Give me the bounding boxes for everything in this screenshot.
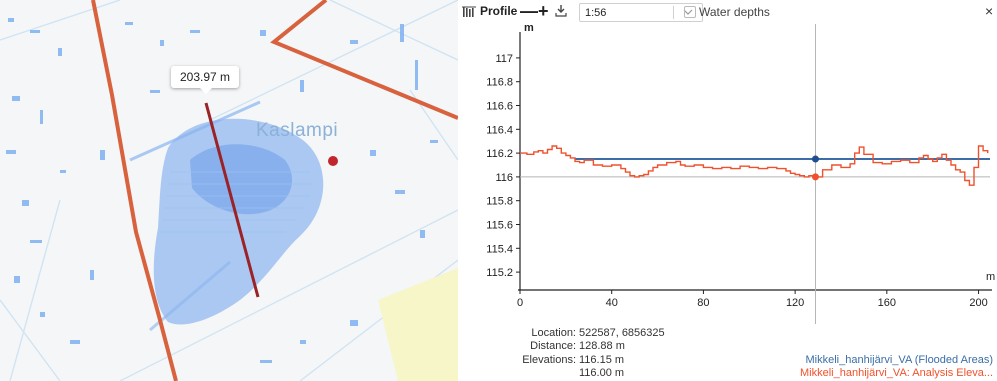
map-water-speckles [6, 18, 438, 363]
scale-separator [673, 6, 674, 19]
y-tick-label: 115.6 [486, 220, 513, 232]
zoom-in-button[interactable]: + [538, 1, 549, 21]
road-line [91, 0, 178, 381]
distance-label: Distance: [530, 340, 576, 352]
legend-analysis-elevation: Mikkeli_hanhijärvi_VA: Analysis Eleva... [800, 367, 993, 379]
scale-dropdown[interactable]: 1:56 [579, 3, 703, 22]
y-tick-label: 116.4 [486, 124, 513, 136]
map-canvas[interactable] [0, 0, 458, 381]
zoom-out-button[interactable]: — [520, 1, 538, 21]
y-axis-unit: m [524, 22, 534, 34]
elevation-value-2: 116.00 m [579, 367, 625, 379]
elevation-value-1: 116.15 m [579, 354, 625, 366]
profile-panel: Profile — + 1:56 Water depths × 115.2 115… [458, 0, 997, 381]
x-tick-label: 200 [969, 297, 987, 309]
legend-flooded-areas: Mikkeli_hanhijärvi_VA (Flooded Areas) [805, 354, 994, 366]
road-line-2 [270, 0, 458, 120]
location-value: 522587, 6856325 [579, 327, 665, 339]
location-marker[interactable] [328, 156, 338, 166]
y-tick-label: 116.6 [486, 101, 513, 113]
close-icon[interactable]: × [985, 3, 994, 19]
x-tick-label: 40 [606, 297, 618, 309]
distance-tooltip: 203.97 m [171, 66, 239, 94]
y-tick-label: 116.8 [486, 77, 513, 89]
water-depths-label[interactable]: Water depths [699, 5, 770, 19]
y-tick-label: 116 [495, 172, 513, 184]
stream-line [129, 100, 261, 162]
stream-line-2 [149, 260, 231, 332]
map-yellow-area [378, 268, 458, 381]
map-field-lines [0, 0, 458, 381]
y-tick-label: 115.2 [486, 267, 513, 279]
x-tick-label: 160 [878, 297, 896, 309]
x-axis-unit: m [986, 271, 995, 283]
y-tick-label: 115.4 [486, 243, 513, 255]
x-tick-label: 80 [697, 297, 709, 309]
x-tick-label: 0 [517, 297, 523, 309]
y-tick-label: 116.2 [486, 148, 513, 160]
scale-value: 1:56 [585, 6, 607, 19]
distance-value: 128.88 m [579, 340, 625, 352]
download-icon[interactable] [555, 4, 567, 17]
profile-chart-icon [462, 5, 476, 17]
x-tick-label: 120 [786, 297, 804, 309]
cursor-point-elevation [811, 173, 819, 181]
profile-line[interactable] [204, 102, 260, 298]
profile-chart[interactable]: 115.2 115.4 115.6 115.8 116 116.2 116.4 116.6 11… [458, 0, 997, 330]
place-label: Kaslampi [256, 120, 339, 141]
profile-toolbar: Profile — + 1:56 Water depths × [458, 0, 997, 24]
y-tick-label: 115.8 [486, 196, 513, 208]
chevron-down-icon[interactable] [674, 7, 702, 18]
cursor-point-flooded [811, 155, 819, 163]
series-analysis-elevation [520, 145, 989, 186]
elevations-label: Elevations: [522, 354, 576, 366]
water-depths-checkbox[interactable] [684, 6, 696, 18]
flooded-area-deep [190, 144, 293, 215]
map-view[interactable]: 203.97 m Kaslampi [0, 0, 458, 381]
y-tick-label: 117 [495, 53, 513, 65]
location-label: Location: [531, 327, 576, 339]
profile-title: Profile [480, 4, 518, 18]
